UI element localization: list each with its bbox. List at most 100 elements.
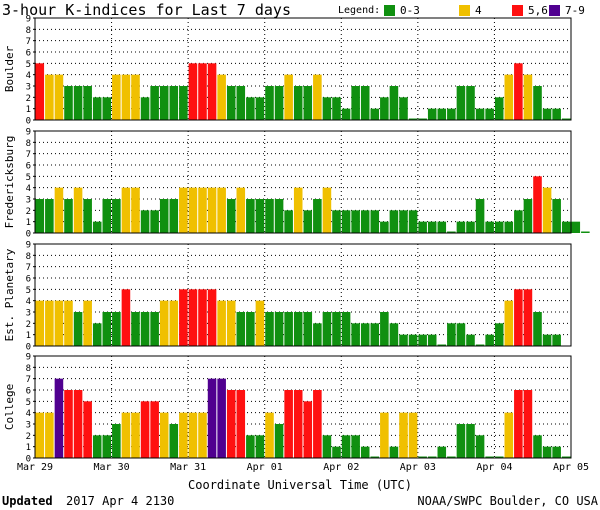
bar bbox=[293, 312, 303, 346]
y-tick-label: 6 bbox=[26, 162, 31, 172]
bar bbox=[112, 199, 121, 233]
panel-label: Est. Planetary bbox=[3, 248, 16, 341]
bar bbox=[284, 312, 293, 346]
y-tick-label: 8 bbox=[26, 26, 31, 36]
bar bbox=[35, 63, 45, 120]
bar bbox=[475, 108, 485, 120]
bar bbox=[485, 334, 494, 346]
bar bbox=[293, 390, 303, 458]
y-tick-label: 1 bbox=[26, 105, 31, 115]
bar bbox=[408, 412, 418, 458]
legend-text-7-9: 7-9 bbox=[565, 4, 585, 17]
panels: 0123456789Boulder0123456789Fredericksbur… bbox=[3, 15, 590, 473]
bar bbox=[552, 334, 561, 346]
bar bbox=[380, 97, 389, 120]
panel-frame bbox=[34, 355, 572, 459]
bar bbox=[150, 210, 159, 233]
bar bbox=[418, 456, 427, 458]
bar bbox=[73, 312, 83, 346]
bar bbox=[389, 86, 399, 120]
bar bbox=[494, 456, 504, 458]
bar bbox=[140, 312, 150, 346]
y-tick-label: 7 bbox=[26, 375, 31, 385]
bar bbox=[447, 231, 456, 233]
bar bbox=[456, 221, 466, 233]
bar bbox=[466, 424, 475, 458]
bar bbox=[533, 86, 542, 120]
bar bbox=[112, 74, 121, 120]
bar bbox=[159, 86, 169, 120]
bar bbox=[437, 108, 447, 120]
bar bbox=[380, 221, 389, 233]
y-tick-label: 8 bbox=[26, 364, 31, 374]
bar bbox=[389, 210, 399, 233]
bar bbox=[360, 210, 370, 233]
bar bbox=[73, 86, 83, 120]
bar bbox=[418, 221, 427, 233]
legend-text-4: 4 bbox=[475, 4, 482, 17]
bar bbox=[274, 199, 284, 233]
bar bbox=[198, 63, 207, 120]
bar bbox=[427, 334, 437, 346]
bar bbox=[102, 312, 112, 346]
bar bbox=[83, 401, 92, 458]
x-tick-label: Mar 30 bbox=[94, 462, 130, 473]
bar bbox=[293, 187, 303, 233]
bar bbox=[504, 300, 514, 346]
y-tick-label: 6 bbox=[26, 49, 31, 59]
bar bbox=[437, 221, 447, 233]
bar bbox=[408, 118, 418, 120]
bar bbox=[542, 446, 552, 458]
bar bbox=[466, 86, 475, 120]
bar bbox=[246, 435, 255, 458]
bar bbox=[188, 289, 198, 346]
y-tick-label: 9 bbox=[26, 128, 31, 138]
legend-label: Legend: bbox=[338, 5, 380, 16]
bar bbox=[35, 300, 45, 346]
bar bbox=[351, 86, 360, 120]
bar bbox=[389, 446, 399, 458]
bar bbox=[226, 390, 236, 458]
bar bbox=[360, 446, 370, 458]
bar bbox=[552, 108, 561, 120]
y-tick-label: 5 bbox=[26, 398, 31, 408]
y-tick-label: 0 bbox=[26, 230, 31, 240]
bar bbox=[140, 401, 150, 458]
bar bbox=[54, 187, 64, 233]
y-tick-label: 7 bbox=[26, 263, 31, 273]
bar bbox=[313, 199, 322, 233]
bar bbox=[485, 221, 494, 233]
bar bbox=[140, 210, 150, 233]
bar bbox=[485, 108, 494, 120]
y-tick-label: 0 bbox=[26, 117, 31, 127]
x-axis-label: Coordinate Universal Time (UTC) bbox=[188, 478, 412, 492]
bar bbox=[427, 108, 437, 120]
bar bbox=[456, 323, 466, 346]
bar bbox=[523, 199, 533, 233]
bar bbox=[45, 199, 54, 233]
bar bbox=[351, 210, 360, 233]
y-tick-label: 7 bbox=[26, 150, 31, 160]
bar bbox=[64, 300, 73, 346]
x-tick-label: Apr 05 bbox=[553, 462, 589, 473]
y-tick-label: 0 bbox=[26, 343, 31, 353]
bar bbox=[255, 435, 265, 458]
y-tick-label: 9 bbox=[26, 353, 31, 363]
panel-label: Boulder bbox=[3, 45, 16, 92]
bar bbox=[504, 74, 514, 120]
bar bbox=[83, 300, 92, 346]
bar bbox=[188, 412, 198, 458]
bar bbox=[217, 187, 226, 233]
bar bbox=[370, 210, 380, 233]
bar bbox=[35, 199, 45, 233]
bar bbox=[64, 86, 73, 120]
bar bbox=[542, 334, 552, 346]
bar bbox=[92, 323, 102, 346]
bar bbox=[265, 86, 274, 120]
bar bbox=[35, 412, 45, 458]
panel-boulder: 0 123 456 789 Boulder bbox=[3, 15, 572, 127]
bar bbox=[447, 456, 456, 458]
legend-swatch-5-6 bbox=[512, 5, 523, 16]
bar bbox=[121, 412, 131, 458]
bar bbox=[494, 323, 504, 346]
